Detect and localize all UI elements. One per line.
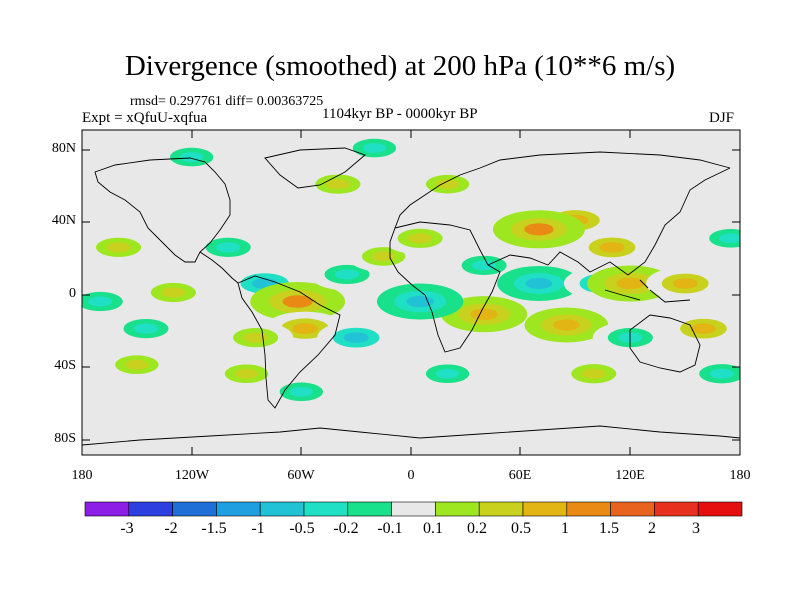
- season-label: DJF: [709, 110, 735, 126]
- convergence-contour: [133, 323, 159, 334]
- colorbar-label: 3: [692, 520, 700, 537]
- colorbar-label: 1.5: [599, 520, 619, 537]
- colorbar-label: -0.2: [333, 520, 359, 537]
- lat-label-80n: 80N: [51, 141, 76, 156]
- divergence-contour: [292, 323, 318, 335]
- colorbar-swatch: [697, 501, 743, 517]
- lon-label-180w: 180: [71, 468, 93, 483]
- divergence-contour: [581, 368, 606, 379]
- convergence-contour: [216, 242, 241, 253]
- central-america-coast: [199, 251, 239, 284]
- divergence-contour: [125, 359, 149, 370]
- divergence-contour: [616, 277, 645, 290]
- africa-coast: [389, 221, 501, 353]
- lat-label-40n: 40N: [51, 213, 76, 228]
- colorbar-label: 0.5: [511, 520, 531, 537]
- divergence-contour: [325, 179, 350, 190]
- stats-line: rmsd= 0.297761 diff= 0.00363725: [130, 94, 324, 109]
- divergence-contour: [690, 323, 716, 334]
- asia-coast: [487, 167, 731, 276]
- divergence-contour: [408, 233, 433, 244]
- divergence-contour: [524, 223, 554, 236]
- convergence-contour: [343, 332, 369, 343]
- colorbar-label: 1: [561, 520, 569, 537]
- divergence-contour: [435, 179, 460, 190]
- axis-ticks: [81, 130, 741, 455]
- convergence-contour: [525, 277, 553, 290]
- lat-label-80s: 80S: [54, 431, 76, 446]
- colorbar-swatch: [172, 501, 217, 517]
- coastlines: [82, 147, 740, 446]
- lat-label-40s: 40S: [54, 358, 76, 373]
- colorbar-label: 2: [648, 520, 656, 537]
- period-label: 1104kyr BP - 0000kyr BP: [322, 106, 478, 122]
- lon-label-120w: 120W: [174, 468, 210, 483]
- colorbar-label: -1: [251, 520, 265, 537]
- lon-label-60w: 60W: [287, 468, 315, 483]
- greenland-coast: [264, 147, 366, 189]
- divergence-contour: [371, 251, 396, 262]
- colorbar-label: 0.2: [467, 520, 487, 537]
- colorbar-swatch: [303, 501, 349, 517]
- australia-coast: [629, 314, 701, 373]
- colorbar-label: -0.5: [289, 520, 315, 537]
- divergence-contour: [243, 332, 268, 343]
- divergence-contour: [282, 295, 313, 308]
- divergence-contour: [552, 319, 580, 331]
- lon-label-0: 0: [407, 468, 415, 483]
- colorbar-swatch: [128, 501, 173, 517]
- antarctica-coast: [82, 425, 740, 446]
- colorbar-label: -2: [164, 520, 178, 537]
- north-america-coast: [94, 157, 231, 263]
- colorbar-swatch: [391, 501, 436, 517]
- convergence-contour: [289, 386, 313, 397]
- lon-label-120e: 120E: [615, 468, 645, 483]
- colorbar-swatch: [216, 501, 261, 517]
- divergence-contour: [599, 242, 625, 253]
- colorbar-swatch: [435, 501, 480, 517]
- europe-coast: [394, 151, 731, 229]
- colorbar-label: -0.1: [377, 520, 403, 537]
- colorbar-swatch: [610, 501, 655, 517]
- convergence-contour: [709, 368, 734, 379]
- colorbar-swatch: [259, 501, 305, 517]
- lon-label-180e: 180: [729, 468, 751, 483]
- colorbar-swatch: [654, 501, 699, 517]
- southeast-asia-islands: [604, 279, 691, 303]
- convergence-contour: [472, 260, 497, 271]
- divergence-contour: [161, 287, 186, 298]
- divergence-field: [82, 132, 740, 408]
- convergence-contour: [435, 368, 460, 379]
- lon-label-60e: 60E: [508, 468, 532, 483]
- colorbar-swatch: [566, 501, 611, 517]
- colorbar-swatch: [478, 501, 524, 517]
- divergence-contour: [672, 278, 698, 289]
- convergence-contour: [334, 269, 360, 280]
- colorbar-swatch: [84, 501, 130, 517]
- lat-label-0: 0: [69, 286, 76, 301]
- colorbar-label: -3: [120, 520, 134, 537]
- south-america-coast: [237, 275, 341, 409]
- convergence-contour: [362, 143, 387, 154]
- convergence-contour: [406, 295, 434, 308]
- colorbar-swatch: [347, 501, 392, 517]
- experiment-label: Expt = xQfuU-xqfua: [82, 110, 208, 126]
- divergence-contour: [234, 368, 259, 379]
- divergence-contour: [106, 242, 131, 253]
- plot-title: Divergence (smoothed) at 200 hPa (10**6 …: [124, 50, 676, 82]
- convergence-contour: [88, 296, 113, 307]
- colorbar-label: 0.1: [423, 520, 443, 537]
- convergence-contour: [719, 233, 740, 244]
- colorbar-label: -1.5: [201, 520, 227, 537]
- colorbar-swatch: [522, 501, 568, 517]
- divergence-contour: [470, 308, 498, 320]
